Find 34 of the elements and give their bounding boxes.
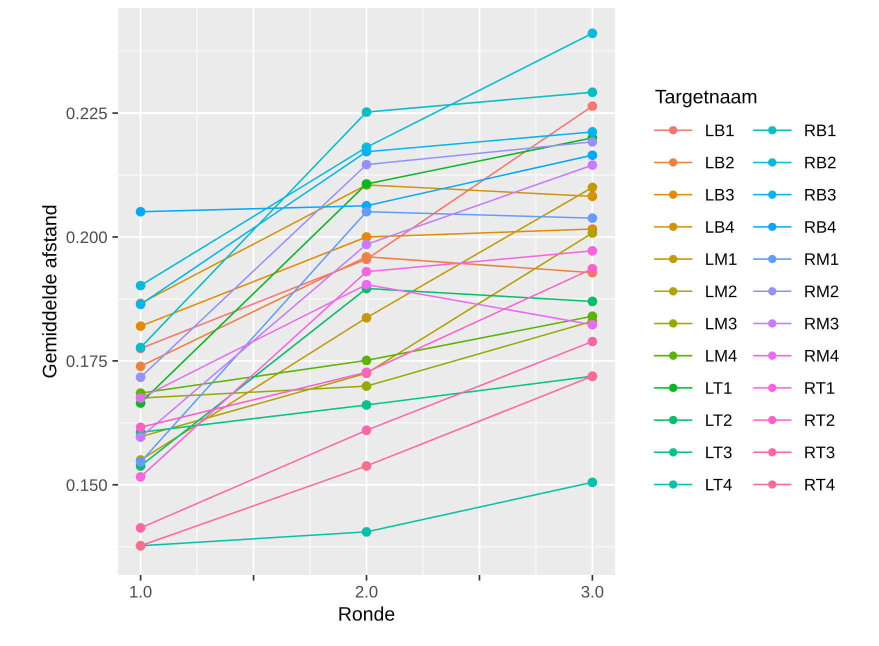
legend-label: LM2 <box>706 285 736 298</box>
legend-label: RB1 <box>805 124 836 136</box>
legend-label: RT1 <box>805 382 834 394</box>
legend-label: LM4 <box>706 350 737 362</box>
legend-label: RB2 <box>805 156 836 168</box>
y-tick-label: 0.225 <box>66 107 107 120</box>
legend-title: Targetnaam <box>655 90 756 108</box>
legend-label: RT4 <box>805 478 835 490</box>
legend-label: LB2 <box>706 156 734 168</box>
x-tick-label: 3.0 <box>581 586 604 598</box>
y-tick-label: 0.150 <box>66 479 107 491</box>
y-axis-title: Gemiddelde afstand <box>42 206 56 378</box>
x-axis-title: Ronde <box>339 606 394 621</box>
legend-label: RM2 <box>805 285 838 298</box>
legend-label: LB1 <box>706 124 734 136</box>
legend-label: LM1 <box>706 253 736 265</box>
y-tick-label: 0.200 <box>66 231 107 244</box>
x-tick-label: 1.0 <box>130 586 152 598</box>
legend-label: RM4 <box>805 350 839 362</box>
legend-label: RT3 <box>805 446 834 458</box>
legend-label: LT3 <box>706 446 732 458</box>
x-tick-label: 2.0 <box>356 586 378 598</box>
legend-label: RM3 <box>805 318 838 330</box>
legend-label: LT1 <box>706 382 732 394</box>
legend-label: LM3 <box>706 318 737 330</box>
y-tick-label: 0.175 <box>66 355 107 368</box>
legend-label: RM1 <box>805 253 838 265</box>
legend-label: LB3 <box>706 188 734 201</box>
legend-label: RB3 <box>805 188 836 201</box>
legend-label: LB4 <box>706 221 734 233</box>
legend-label: RB4 <box>805 221 836 233</box>
legend-label: LT4 <box>706 478 732 490</box>
legend-label: RT2 <box>805 414 834 426</box>
legend-label: LT2 <box>706 414 732 426</box>
